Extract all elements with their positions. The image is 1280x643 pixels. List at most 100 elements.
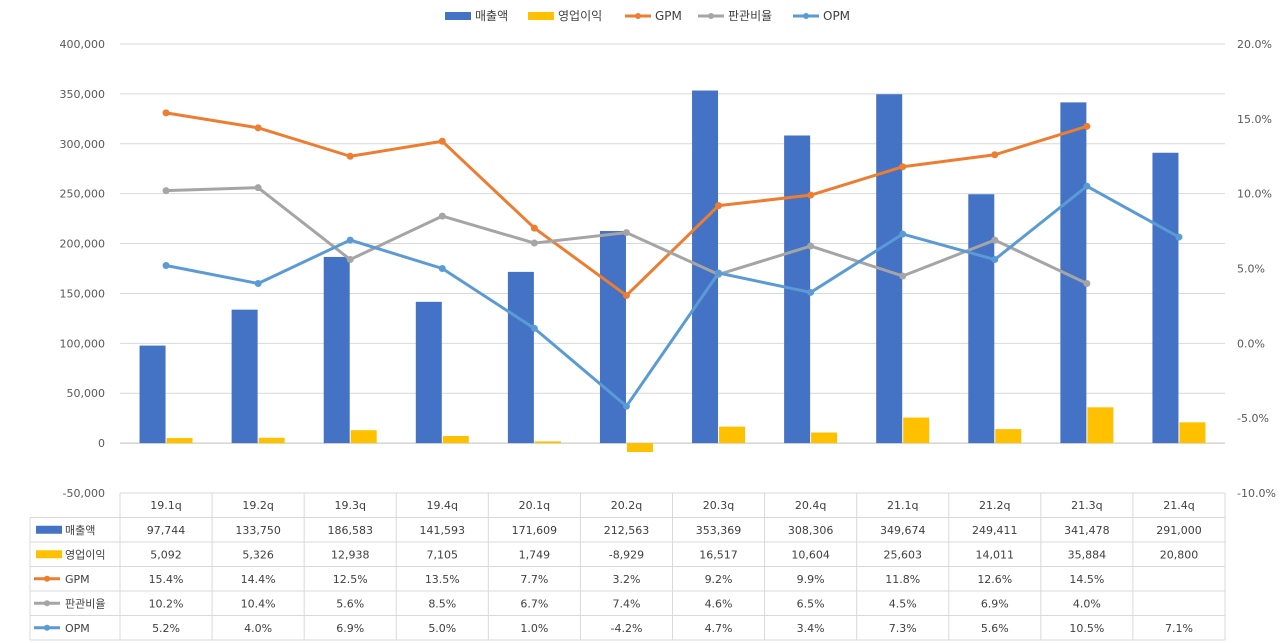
point-판관비율 (346, 256, 354, 264)
table-cell: 5.0% (428, 622, 456, 635)
table-cell: 5.6% (336, 597, 364, 610)
bar-영업이익 (1179, 422, 1206, 444)
bar-매출액 (599, 231, 626, 444)
left-tick-label: 100,000 (60, 337, 106, 350)
bar-영업이익 (166, 438, 193, 444)
point-GPM (1083, 122, 1091, 130)
table-cell: 133,750 (235, 524, 281, 537)
table-cell: 4.7% (705, 622, 733, 635)
left-tick-label: 350,000 (60, 88, 106, 101)
bar-영업이익 (995, 429, 1022, 444)
bar-영업이익 (903, 417, 930, 444)
left-tick-label: 250,000 (60, 188, 106, 201)
category-label: 19.4q (427, 499, 458, 512)
point-GPM (254, 124, 262, 132)
point-판관비율 (622, 229, 630, 237)
bar-매출액 (1152, 152, 1179, 444)
point-GPM (162, 109, 170, 117)
legend: 매출액 영업이익 GPM 판관비율 OPM (445, 9, 850, 23)
table-cell: 5.2% (152, 622, 180, 635)
line-series (162, 109, 1183, 410)
legend-label: 매출액 (475, 9, 508, 23)
table-cell: 4.0% (1073, 597, 1101, 610)
table-key (36, 550, 62, 559)
category-label: 21.1q (887, 499, 918, 512)
point-OPM (1175, 233, 1183, 241)
table-cell: 35,884 (1068, 548, 1107, 561)
right-tick-label: 20.0% (1237, 38, 1272, 51)
table-cell: -8,929 (609, 548, 644, 561)
point-판관비율 (162, 187, 170, 195)
legend-marker (635, 13, 641, 19)
table-cell: 10.5% (1069, 622, 1104, 635)
table-key-marker (44, 624, 50, 631)
table-cell: 11.8% (885, 573, 920, 586)
table-cell: 5,092 (150, 548, 182, 561)
table-cell: 3.2% (612, 573, 640, 586)
table-cell: 7.1% (1165, 622, 1193, 635)
table-cell: 6.5% (797, 597, 825, 610)
table-key-marker (44, 600, 50, 607)
table-row-label: 판관비율 (65, 597, 105, 610)
point-판관비율 (530, 239, 538, 247)
category-label: 21.2q (979, 499, 1010, 512)
point-GPM (438, 137, 446, 145)
right-axis: 20.0% 15.0% 10.0% 5.0% 0.0% -5.0% -10.0% (1237, 38, 1276, 500)
point-판관비율 (899, 272, 907, 280)
point-OPM (715, 269, 723, 277)
table-cell: 349,674 (880, 524, 926, 537)
bar-매출액 (507, 271, 534, 444)
table-cell: 5.6% (981, 622, 1009, 635)
bar-영업이익 (1087, 407, 1114, 444)
bar-series (139, 90, 1206, 453)
point-판관비율 (438, 212, 446, 220)
gridlines (120, 43, 1225, 444)
point-판관비율 (1083, 279, 1091, 287)
bar-매출액 (139, 345, 166, 444)
table-row-label: 영업이익 (65, 548, 105, 561)
table-cell: 4.5% (889, 597, 917, 610)
table-row-label: 매출액 (65, 524, 95, 537)
table-cell: 4.6% (705, 597, 733, 610)
table-cell: -4.2% (610, 622, 642, 635)
category-label: 20.1q (519, 499, 550, 512)
category-label: 21.4q (1163, 499, 1194, 512)
category-label: 19.2q (242, 499, 273, 512)
table-cell: 97,744 (147, 524, 186, 537)
left-tick-label: 50,000 (67, 387, 106, 400)
bar-매출액 (231, 309, 258, 444)
table-cell: 13.5% (425, 573, 460, 586)
line-GPM (165, 111, 1088, 297)
table-cell: 12.5% (333, 573, 368, 586)
point-OPM (622, 402, 630, 410)
table-cell: 3.4% (797, 622, 825, 635)
left-tick-label: 0 (98, 437, 105, 450)
table-cell: 141,593 (420, 524, 466, 537)
table-cell: 7,105 (427, 548, 459, 561)
point-GPM (991, 151, 999, 159)
table-cell: 5,326 (242, 548, 274, 561)
table-cell: 7.3% (889, 622, 917, 635)
bar-영업이익 (626, 443, 653, 453)
bar-영업이익 (719, 426, 746, 444)
left-tick-label: 150,000 (60, 287, 106, 300)
data-table: 19.1q 19.2q 19.3q 19.4q 20.1q 20.2q 20.3q 20.4q… (29, 492, 1226, 641)
point-GPM (622, 291, 630, 299)
point-GPM (346, 152, 354, 160)
table-key (36, 525, 62, 534)
right-tick-label: 0.0% (1237, 337, 1265, 350)
table-cell: 9.9% (797, 573, 825, 586)
table-cell: 14,011 (976, 548, 1015, 561)
table-cell: 8.5% (428, 597, 456, 610)
table-cell: 6.9% (981, 597, 1009, 610)
point-판관비율 (807, 242, 815, 250)
table-cell: 15.4% (149, 573, 184, 586)
left-tick-label: -50,000 (63, 487, 105, 500)
table-cell: 12,938 (331, 548, 370, 561)
point-OPM (162, 262, 170, 270)
table-cell: 9.2% (705, 573, 733, 586)
table-cell: 6.9% (336, 622, 364, 635)
right-tick-label: 5.0% (1237, 263, 1265, 276)
point-OPM (254, 279, 262, 287)
